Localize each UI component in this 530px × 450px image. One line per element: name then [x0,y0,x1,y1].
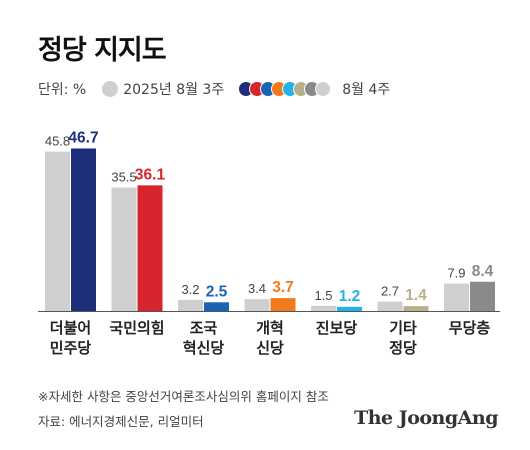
category-label: 개혁 [256,319,284,337]
bar-current [403,306,429,311]
bar-previous [45,151,70,311]
chart-title: 정당 지지도 [38,35,167,66]
category-label: 혁신당 [183,339,225,357]
legend-label-previous: 2025년 8월 3주 [123,82,225,98]
data-label-previous: 3.4 [248,281,266,296]
bar-current [137,185,163,311]
bar-current [270,298,296,311]
bar-previous [244,299,270,311]
footnote: ※자세한 사항은 중앙선거여론조사심의위 홈페이지 참조 [38,389,329,404]
category-label: 국민의힘 [109,319,164,337]
bar-current [204,302,229,311]
data-label-current: 8.4 [472,263,494,280]
category-label: 기타 [389,319,417,337]
data-label-current: 3.7 [272,279,294,296]
bar-current [337,306,362,311]
legend-swatch-current [238,81,338,97]
source-line: 자료: 에너지경제신문, 리얼미터 [38,414,204,429]
bar-current [470,281,495,311]
data-label-current: 1.4 [405,287,427,304]
category-label: 민주당 [50,339,92,357]
data-label-previous: 45.8 [45,134,70,149]
bar-previous [111,187,137,311]
legend-dot [315,81,332,97]
data-label-previous: 3.2 [181,282,199,297]
data-label-current: 46.7 [68,129,98,146]
bar-previous [178,299,203,311]
data-label-current: 1.2 [339,288,361,305]
data-label-previous: 1.5 [314,288,332,303]
data-label-previous: 2.7 [381,284,399,299]
category-label: 정당 [389,339,417,357]
bar-previous [444,283,469,311]
publisher-logo: The JoongAng [354,407,498,429]
bar-current [71,148,96,311]
category-label: 더불어 [50,319,91,337]
data-label-current: 36.1 [135,166,166,183]
legend-swatch-previous [102,81,119,97]
category-label: 조국 [190,319,218,337]
unit-label: 단위: % [38,82,87,98]
legend: 단위: % 2025년 8월 3주 8월 4주 [38,78,390,100]
category-label: 신당 [256,339,284,357]
bar-previous [311,305,336,311]
data-label-previous: 35.5 [111,169,136,184]
legend-label-current: 8월 4주 [342,82,391,98]
bar-previous [377,301,403,311]
category-label: 진보당 [316,319,358,337]
data-label-previous: 7.9 [447,266,465,281]
data-label-current: 2.5 [206,283,228,300]
category-label: 무당층 [449,319,491,337]
